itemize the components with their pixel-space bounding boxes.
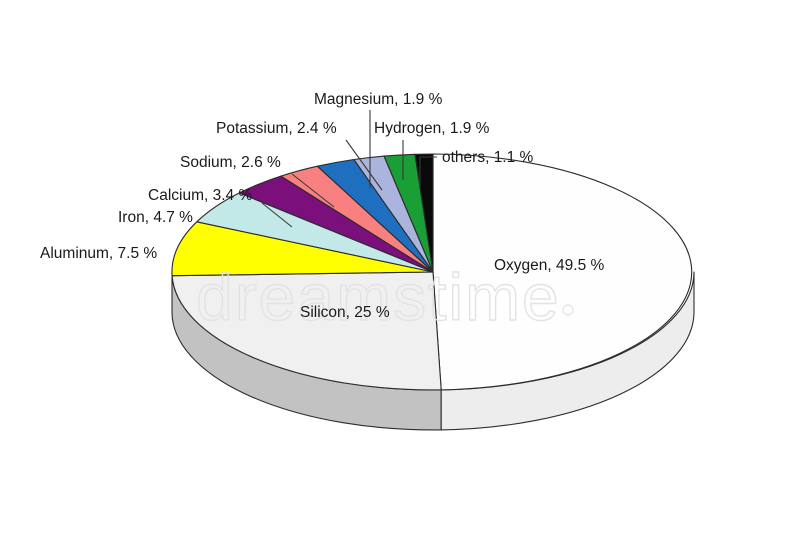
watermark-dot xyxy=(562,304,574,316)
label-oxygen: Oxygen, 49.5 % xyxy=(494,257,605,274)
watermark: dreamstime xyxy=(195,259,574,335)
pie-slice-aluminum[interactable] xyxy=(171,221,434,277)
pie-slice-oxygen[interactable] xyxy=(432,153,693,391)
label-aluminum: Aluminum, 7.5 % xyxy=(40,245,157,262)
label-others: others, 1.1 % xyxy=(442,149,534,166)
watermark-text: dreamstime xyxy=(196,260,561,334)
leader-line-sodium xyxy=(291,173,335,208)
slice-labels: Magnesium, 1.9 % Potassium, 2.4 % Hydrog… xyxy=(40,91,605,321)
pie-side-oxygen xyxy=(440,271,695,431)
leader-line-others xyxy=(419,156,437,187)
label-silicon: Silicon, 25 % xyxy=(300,304,390,321)
label-iron: Iron, 4.7 % xyxy=(118,209,193,226)
label-potassium: Potassium, 2.4 % xyxy=(216,120,337,137)
leader-line-potassium xyxy=(345,139,383,191)
label-sodium: Sodium, 2.6 % xyxy=(180,154,281,171)
label-hydrogen: Hydrogen, 1.9 % xyxy=(374,120,490,137)
leader-lines xyxy=(261,110,437,228)
leader-line-calcium xyxy=(261,202,293,228)
pie-slice-silicon[interactable] xyxy=(171,271,442,391)
label-calcium: Calcium, 3.4 % xyxy=(148,187,252,204)
label-magnesium: Magnesium, 1.9 % xyxy=(314,91,443,108)
